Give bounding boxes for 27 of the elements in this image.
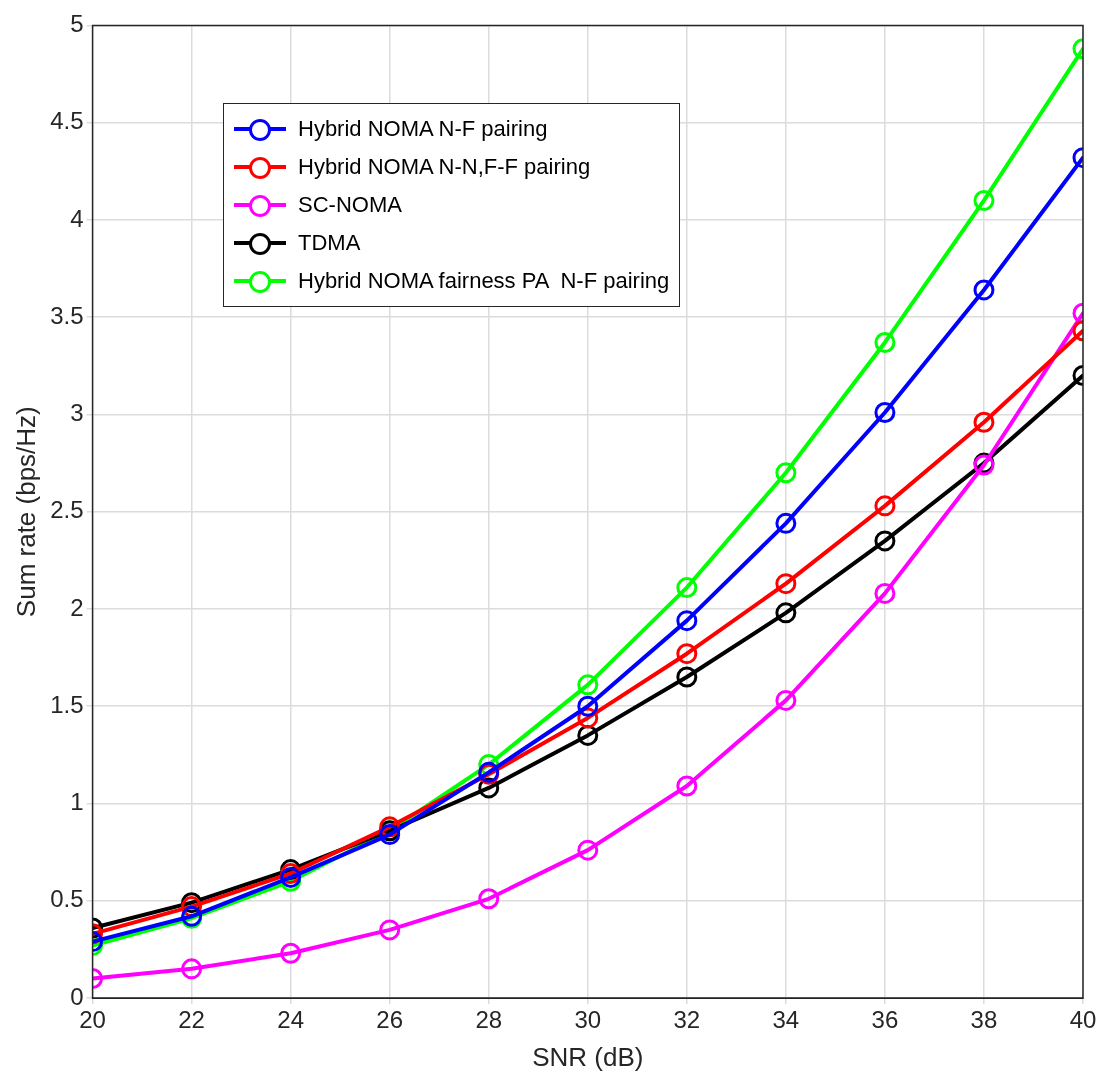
y-tick-label: 2	[70, 593, 84, 621]
y-axis-title: Sum rate (bps/Hz)	[10, 406, 41, 618]
y-tick-label: 5	[70, 10, 84, 38]
x-tick-label: 22	[178, 1006, 205, 1034]
legend-label: TDMA	[298, 230, 361, 256]
x-tick-label: 34	[772, 1006, 800, 1034]
x-tick-label: 36	[871, 1006, 899, 1034]
legend-label: SC-NOMA	[298, 192, 402, 218]
x-tick-label: 30	[574, 1006, 602, 1034]
legend-label: Hybrid NOMA N-F pairing	[298, 116, 548, 142]
x-tick-label: 24	[277, 1006, 304, 1034]
x-tick-label: 32	[673, 1006, 701, 1034]
x-tick-label: 28	[475, 1006, 503, 1034]
y-tick-label: 3	[70, 399, 84, 427]
y-tick-label: 4	[70, 204, 84, 232]
x-tick-label: 40	[1069, 1006, 1097, 1034]
x-tick-label: 26	[376, 1006, 404, 1034]
y-tick-label: 2.5	[50, 496, 84, 524]
legend-label: Hybrid NOMA fairness PA N-F pairing	[298, 268, 670, 294]
y-tick-label: 1.5	[50, 690, 84, 718]
x-axis-title: SNR (dB)	[532, 1041, 644, 1072]
y-tick-label: 0.5	[50, 885, 84, 913]
legend-label: Hybrid NOMA N-N,F-F pairing	[298, 154, 591, 180]
y-tick-label: 4.5	[50, 107, 84, 135]
x-tick-label: 38	[970, 1006, 998, 1034]
y-tick-label: 3.5	[50, 301, 84, 329]
y-tick-label: 1	[70, 788, 84, 816]
